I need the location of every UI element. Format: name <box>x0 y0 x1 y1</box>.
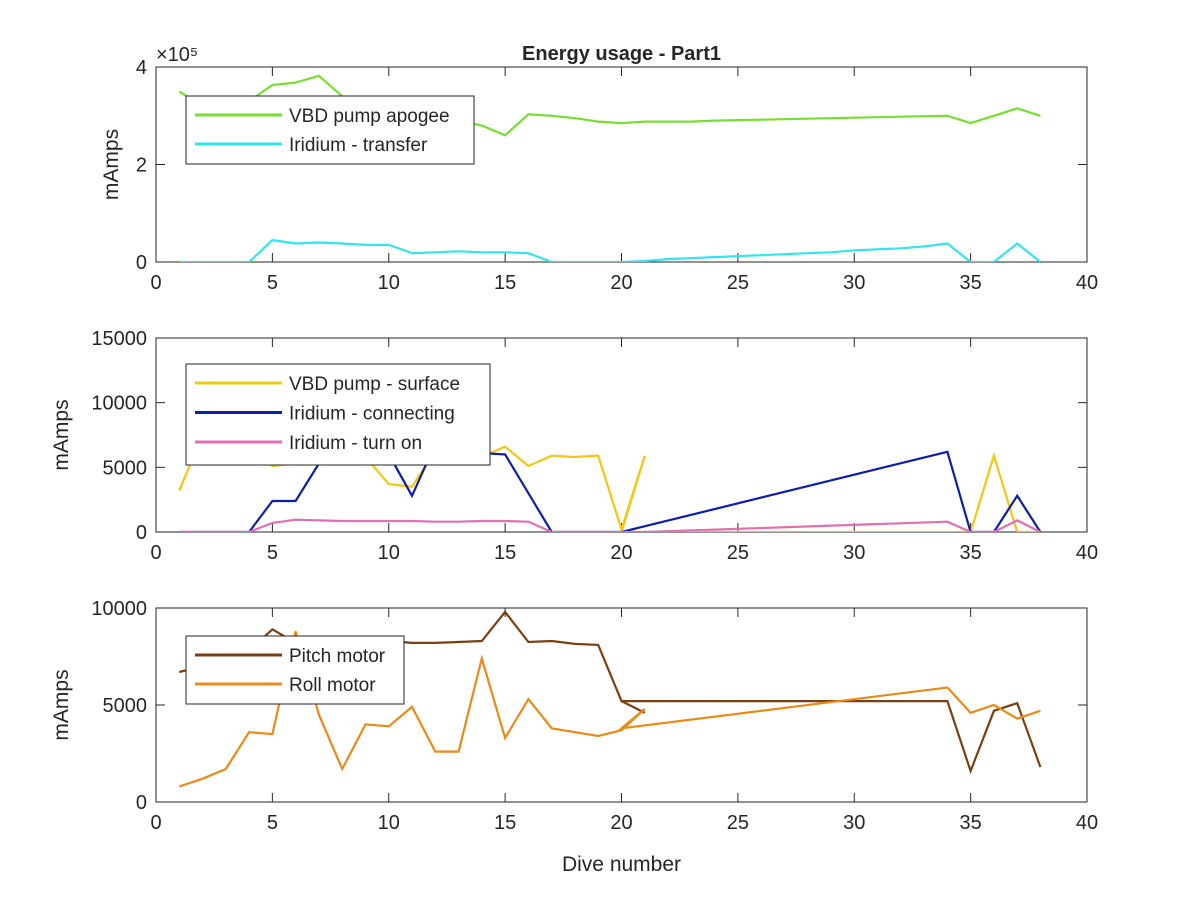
x-tick-label: 30 <box>843 812 865 834</box>
y-tick-label: 0 <box>136 522 147 544</box>
x-tick-label: 10 <box>378 542 400 564</box>
x-tick-label: 35 <box>960 272 982 294</box>
x-tick-label: 40 <box>1076 542 1098 564</box>
x-tick-label: 25 <box>727 812 749 834</box>
legend: Pitch motor Roll motor <box>185 635 405 705</box>
chart-panel-1: 0 5 10 15 20 25 30 35 40 0 2 4 ×10⁵ Energy usage - Pa… <box>100 43 1098 294</box>
x-tick-label: 20 <box>610 272 632 294</box>
chart-title: Energy usage - Part1 <box>522 43 721 65</box>
x-tick-label: 25 <box>727 542 749 564</box>
x-tick-label: 20 <box>610 812 632 834</box>
x-tick-label: 15 <box>494 542 516 564</box>
x-tick-label: 15 <box>494 272 516 294</box>
legend-label: Iridium - turn on <box>289 433 422 454</box>
y-tick-label: 5000 <box>103 695 148 717</box>
y-tick-label: 0 <box>136 252 147 274</box>
legend-label: Iridium - connecting <box>289 404 455 425</box>
y-tick-label: 15000 <box>91 328 147 350</box>
x-tick-label: 20 <box>610 542 632 564</box>
legend: VBD pump - surface Iridium - connecting Ir… <box>185 363 491 466</box>
plot-area <box>178 74 1042 262</box>
y-tick-label: 2 <box>136 155 147 177</box>
x-tick-label: 10 <box>378 272 400 294</box>
y-axis-label: mAmps <box>50 669 73 740</box>
x-tick-label: 5 <box>267 272 278 294</box>
x-tick-label: 25 <box>727 272 749 294</box>
x-tick-label: 30 <box>843 542 865 564</box>
series-line-iridium-transfer <box>179 238 1042 262</box>
legend-label: Roll motor <box>289 675 376 696</box>
x-tick-label: 5 <box>267 542 278 564</box>
chart-panel-3: 0 5 10 15 20 25 30 35 40 0 5000 10000 mAmps Dive numb… <box>50 598 1098 876</box>
series-line-vbd-pump-apogee <box>178 74 1041 137</box>
x-tick-label: 30 <box>843 272 865 294</box>
y-tick-label: 4 <box>136 57 147 79</box>
x-tick-label: 40 <box>1076 812 1098 834</box>
x-tick-label: 0 <box>150 272 161 294</box>
y-tick-label: 10000 <box>91 393 147 415</box>
y-tick-label: 0 <box>136 792 147 814</box>
legend-label: Iridium - transfer <box>289 135 428 156</box>
y-tick-label: 5000 <box>103 457 148 479</box>
legend-box <box>185 95 475 165</box>
legend-label: Pitch motor <box>289 646 386 667</box>
x-tick-label: 35 <box>960 812 982 834</box>
legend-label: VBD pump - surface <box>289 374 460 395</box>
series-line-iridium-turn-on <box>179 518 1041 532</box>
x-tick-label: 0 <box>150 542 161 564</box>
y-axis-label: mAmps <box>100 129 123 200</box>
legend-label: VBD pump apogee <box>289 106 450 127</box>
legend-box <box>185 363 491 466</box>
x-tick-label: 35 <box>960 542 982 564</box>
y-tick-label: 10000 <box>91 598 147 620</box>
y-exponent-label: ×10⁵ <box>156 44 198 66</box>
x-tick-label: 40 <box>1076 272 1098 294</box>
x-tick-label: 5 <box>267 812 278 834</box>
x-tick-label: 15 <box>494 812 516 834</box>
x-tick-label: 10 <box>378 812 400 834</box>
x-tick-label: 0 <box>150 812 161 834</box>
chart-panel-2: 0 5 10 15 20 25 30 35 40 0 5000 10000 15000 mAmps VBD … <box>50 328 1098 564</box>
x-axis-label: Dive number <box>562 853 681 876</box>
y-axis-label: mAmps <box>50 399 73 470</box>
legend-box <box>185 635 405 705</box>
legend: VBD pump apogee Iridium - transfer <box>185 95 475 165</box>
